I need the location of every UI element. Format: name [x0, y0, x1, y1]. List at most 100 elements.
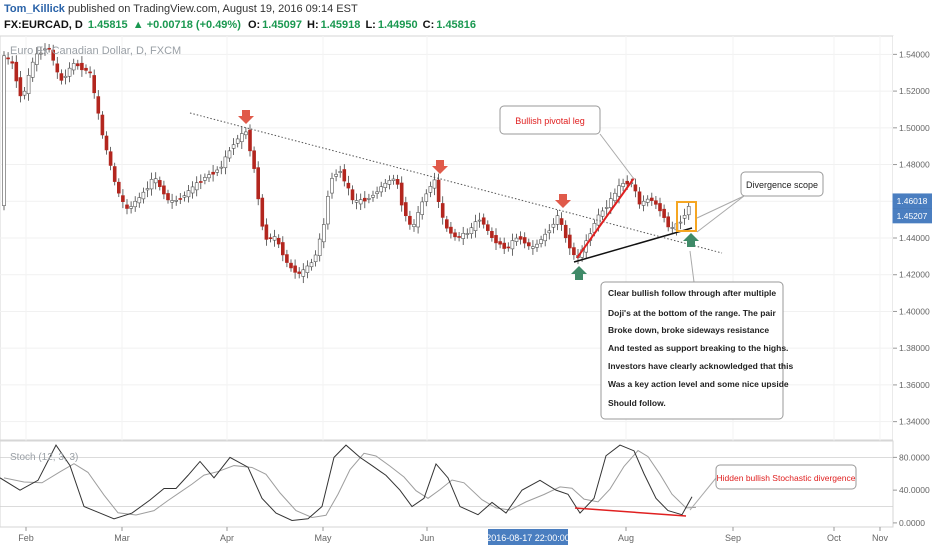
buy-arrow-icon — [683, 233, 699, 247]
time-tick-label: Apr — [220, 533, 234, 543]
candle-bull — [317, 238, 322, 256]
candle-bull — [34, 53, 39, 65]
candle-bull — [67, 67, 72, 77]
candle-bear — [14, 61, 19, 82]
price-tick-label: 1.48000 — [899, 160, 930, 170]
stoch-divergence-line[interactable] — [574, 507, 687, 517]
time-tick-label: Nov — [872, 533, 889, 543]
candle-bull — [420, 201, 425, 215]
candle-bull — [387, 180, 392, 185]
author-link[interactable]: Tom_Killick — [4, 3, 65, 15]
candle-bull — [510, 240, 515, 250]
candle-bear — [408, 215, 412, 225]
candle-bull — [301, 269, 306, 277]
time-tick-label: Feb — [18, 533, 34, 543]
candle-bear — [522, 237, 527, 244]
time-axis[interactable]: Feb Mar Apr May Jun Aug Sep Oct Nov 2016-08-17 2… — [0, 526, 893, 550]
candle-bear — [108, 151, 113, 166]
candle-bear — [125, 204, 129, 209]
candle-bear — [47, 47, 51, 50]
divergence-scope-box[interactable] — [676, 201, 697, 232]
candle-bull — [194, 182, 199, 191]
candle-bull — [309, 262, 314, 268]
candle-bull — [531, 246, 535, 249]
candle-bull — [391, 178, 396, 181]
candle-bull — [30, 61, 35, 78]
change-text: +0.00718 (+0.49%) — [146, 19, 241, 31]
candle-bull — [182, 195, 187, 198]
candle-bear — [485, 224, 490, 231]
candle-bear — [76, 63, 80, 67]
support-trendline[interactable] — [573, 227, 693, 263]
candle-bull — [145, 188, 150, 191]
candle-bear — [104, 135, 109, 151]
candle-bear — [572, 247, 576, 256]
high-value: 1.45918 — [320, 19, 361, 31]
candle-bear — [633, 184, 638, 192]
candle-bear — [59, 73, 64, 81]
price-tick-label: 1.40000 — [899, 306, 930, 316]
stoch-d-line — [3, 449, 697, 518]
price-axis[interactable]: 1.540001.520001.500001.480001.460001.440… — [892, 36, 932, 526]
candle-bull — [543, 233, 548, 242]
candle-bull — [477, 219, 482, 222]
candle-bear — [563, 224, 568, 239]
stoch-tick-label: 80.0000 — [899, 452, 930, 462]
sell-arrow-icon — [432, 160, 448, 174]
candle-bull — [231, 144, 236, 149]
candle-bull — [240, 133, 244, 143]
pivot-leg-line[interactable] — [576, 177, 635, 259]
candle-bear — [559, 218, 564, 225]
note-line-4: And tested as support breaking to the hi… — [608, 343, 788, 353]
bullish-pivotal-leg-callout[interactable]: Bullish pivotal leg — [499, 105, 635, 180]
candle-bull — [555, 215, 560, 225]
candle-bear — [350, 189, 355, 201]
candle-bear — [346, 182, 351, 189]
candle-bear — [654, 200, 658, 205]
candle-bear — [166, 193, 170, 201]
candle-bull — [235, 138, 240, 144]
candle-bull — [63, 75, 68, 78]
candle-bear — [280, 242, 285, 256]
candle-bear — [481, 217, 486, 225]
candle-bear — [158, 180, 162, 187]
candle-bull — [334, 173, 338, 177]
candle-bear — [92, 75, 96, 94]
candle-bull — [313, 254, 318, 263]
candle-bull — [170, 200, 174, 203]
candle-bull — [539, 239, 543, 244]
main-pane[interactable]: Euro Fx Canadian Dollar, D, FXCM Bullish… — [0, 35, 894, 527]
price-tick-label: 1.52000 — [899, 86, 930, 96]
note-line-6: Was a key action level and some nice ups… — [608, 379, 789, 389]
chart-header: Tom_Killick published on TradingView.com… — [0, 0, 932, 36]
open-value: 1.45097 — [262, 19, 302, 31]
divergence-scope-callout[interactable]: Divergence scope — [696, 171, 824, 233]
candle-bull — [367, 198, 371, 200]
analysis-note[interactable]: Clear bullish follow through after multi… — [600, 250, 796, 420]
candle-bear — [649, 197, 654, 201]
price-tick-label: 1.34000 — [899, 417, 930, 427]
candle-bear — [502, 242, 507, 249]
candle-bull — [412, 224, 416, 227]
note-line-3: Broke down, broke sideways resistance — [608, 325, 769, 335]
candle-bull — [153, 178, 158, 184]
stoch-divergence-callout[interactable]: Hidden bullish Stochastic divergence — [689, 464, 857, 511]
time-tick-label: May — [314, 533, 332, 543]
candle-bear — [260, 197, 265, 227]
candle-bull — [428, 186, 433, 193]
stoch-pane[interactable]: Stoch (12, 3, 3) Hidden bullish Stochast… — [0, 440, 930, 528]
time-tick-label: Oct — [827, 533, 842, 543]
bullish-pivotal-leg-text: Bullish pivotal leg — [515, 116, 585, 126]
candle-bear — [10, 61, 14, 64]
candle-bear — [498, 241, 502, 245]
time-tick-label: Aug — [618, 533, 634, 543]
resistance-trendline[interactable] — [189, 112, 723, 254]
candle-bull — [321, 224, 326, 243]
candle-bull — [375, 191, 379, 194]
price-tick-label: 1.42000 — [899, 270, 930, 280]
candle-bear — [637, 191, 642, 205]
candle-bull — [416, 212, 420, 228]
price-tick-label: 1.38000 — [899, 343, 930, 353]
candle-bull — [547, 230, 552, 234]
